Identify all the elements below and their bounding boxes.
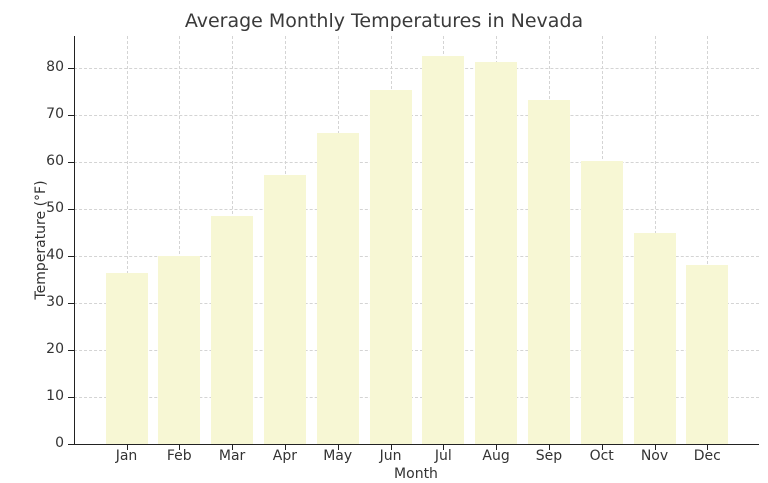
y-axis-line <box>74 36 76 445</box>
x-tick-label: Feb <box>166 448 192 464</box>
x-tick-label: Sep <box>535 448 563 464</box>
grid-line <box>74 397 759 398</box>
bar-jun <box>369 89 412 444</box>
x-tick-label: Aug <box>482 448 510 464</box>
x-tick <box>232 445 234 450</box>
y-tick-label: 50 <box>46 200 64 216</box>
x-tick <box>126 445 128 450</box>
x-tick <box>496 445 498 450</box>
y-tick-label: 40 <box>46 247 64 263</box>
y-tick <box>68 397 74 398</box>
x-tick <box>179 445 181 450</box>
grid-line <box>74 115 759 116</box>
bar-sep <box>527 100 570 444</box>
x-tick <box>337 445 339 450</box>
y-tick <box>68 68 74 69</box>
y-tick-label: 20 <box>46 341 64 357</box>
bar-jan <box>105 273 148 444</box>
grid-line <box>74 162 759 163</box>
y-tick-label: 30 <box>46 294 64 310</box>
x-axis-title: Month <box>394 466 438 482</box>
grid-line <box>126 36 128 444</box>
grid-line <box>179 36 181 444</box>
bar-aug <box>475 62 518 444</box>
y-tick <box>68 162 74 163</box>
y-tick <box>68 444 74 445</box>
bar-may <box>316 133 359 444</box>
y-axis-title: Temperature (°F) <box>33 180 49 300</box>
grid-line <box>74 209 759 210</box>
bar-oct <box>580 161 623 444</box>
y-tick <box>68 115 74 116</box>
grid-line <box>74 256 759 257</box>
x-tick <box>601 445 603 450</box>
y-tick-label: 70 <box>46 106 64 122</box>
x-tick <box>654 445 656 450</box>
x-axis-line <box>74 444 759 446</box>
x-tick <box>707 445 709 450</box>
bar-dec <box>686 264 729 444</box>
bar-apr <box>263 174 306 444</box>
bar-mar <box>211 216 254 444</box>
bar-nov <box>633 232 676 444</box>
grid-line <box>707 36 709 444</box>
chart-title: Average Monthly Temperatures in Nevada <box>184 10 584 32</box>
grid-line <box>74 68 759 69</box>
y-tick-label: 10 <box>46 388 64 404</box>
bar-jul <box>422 56 465 444</box>
grid-line <box>74 303 759 304</box>
y-tick-label: 80 <box>46 59 64 75</box>
y-tick-label: 0 <box>55 435 64 451</box>
x-tick-label: May <box>323 448 353 464</box>
x-tick-label: Apr <box>272 448 297 464</box>
y-tick <box>68 256 74 257</box>
x-tick <box>284 445 286 450</box>
x-tick <box>443 445 445 450</box>
x-tick-label: Oct <box>589 448 614 464</box>
x-tick <box>548 445 550 450</box>
grid-line <box>74 350 759 351</box>
x-tick-label: Jul <box>434 448 452 464</box>
x-tick-label: Mar <box>218 448 246 464</box>
y-tick <box>68 303 74 304</box>
y-tick <box>68 350 74 351</box>
bar-feb <box>158 255 201 444</box>
x-tick <box>390 445 392 450</box>
x-tick-label: Jan <box>115 448 138 464</box>
x-tick-label: Nov <box>640 448 669 464</box>
plot-area <box>74 36 759 444</box>
y-tick-label: 60 <box>46 153 64 169</box>
x-tick-label: Dec <box>693 448 721 464</box>
x-tick-label: Jun <box>379 448 402 464</box>
y-tick <box>68 209 74 210</box>
